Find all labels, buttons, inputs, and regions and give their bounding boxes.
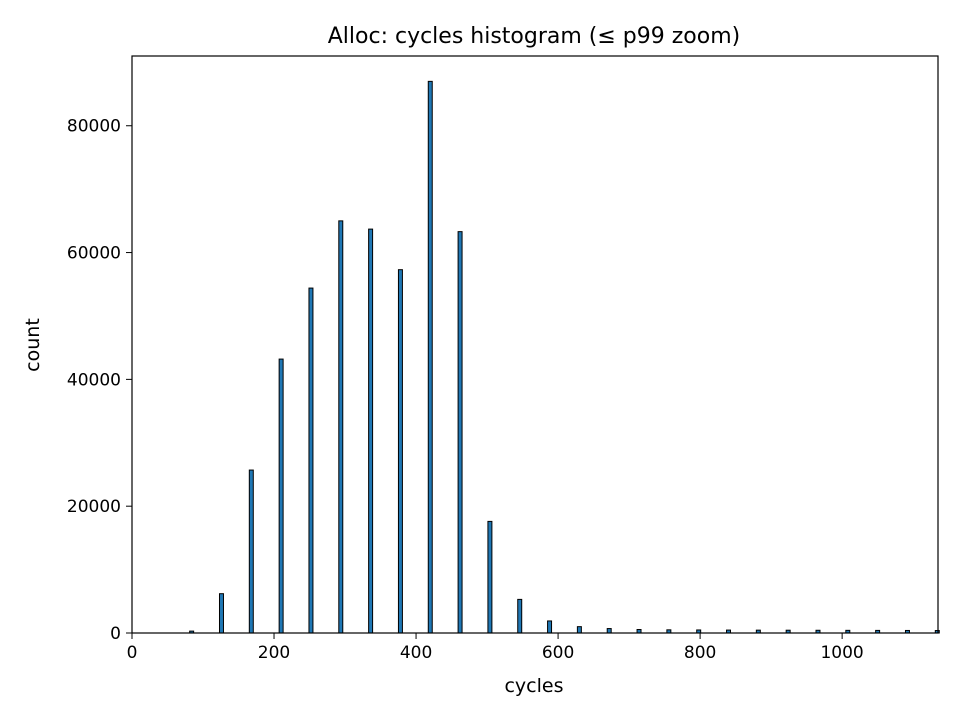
y-axis-label: count [22, 318, 44, 372]
histogram-bar [308, 287, 314, 634]
y-tick-label: 20000 [67, 497, 121, 517]
x-tick-label: 0 [127, 643, 138, 663]
histogram-bar [427, 80, 433, 634]
x-tick-label: 800 [684, 643, 716, 663]
y-tick-label: 80000 [67, 117, 121, 137]
y-axis: 0 20000 40000 60000 80000 [67, 117, 132, 644]
histogram-bar [338, 220, 344, 634]
histogram-bar [606, 628, 612, 634]
histogram-bar [487, 520, 493, 634]
plot-frame [131, 55, 939, 634]
x-tick-label: 200 [258, 643, 290, 663]
x-tick-label: 600 [542, 643, 574, 663]
histogram-bar [368, 228, 374, 634]
histogram-bar [278, 358, 284, 634]
histogram-bar [457, 231, 463, 634]
chart-title: Alloc: cycles histogram (≤ p99 zoom) [328, 24, 741, 49]
bars-layer [189, 80, 940, 634]
x-tick-label: 400 [400, 643, 432, 663]
histogram-bar [248, 469, 254, 634]
y-tick-label: 0 [110, 624, 121, 644]
histogram-bar [517, 598, 523, 634]
histogram-bar [576, 626, 582, 634]
y-tick-label: 40000 [67, 370, 121, 390]
x-axis: 0 200 400 600 800 1000 [127, 633, 864, 663]
histogram-bar [397, 269, 403, 634]
histogram-bar [218, 593, 224, 634]
x-axis-label: cycles [504, 675, 563, 697]
histogram-bar [547, 620, 553, 634]
y-tick-label: 60000 [67, 244, 121, 264]
x-tick-label: 1000 [820, 643, 863, 663]
